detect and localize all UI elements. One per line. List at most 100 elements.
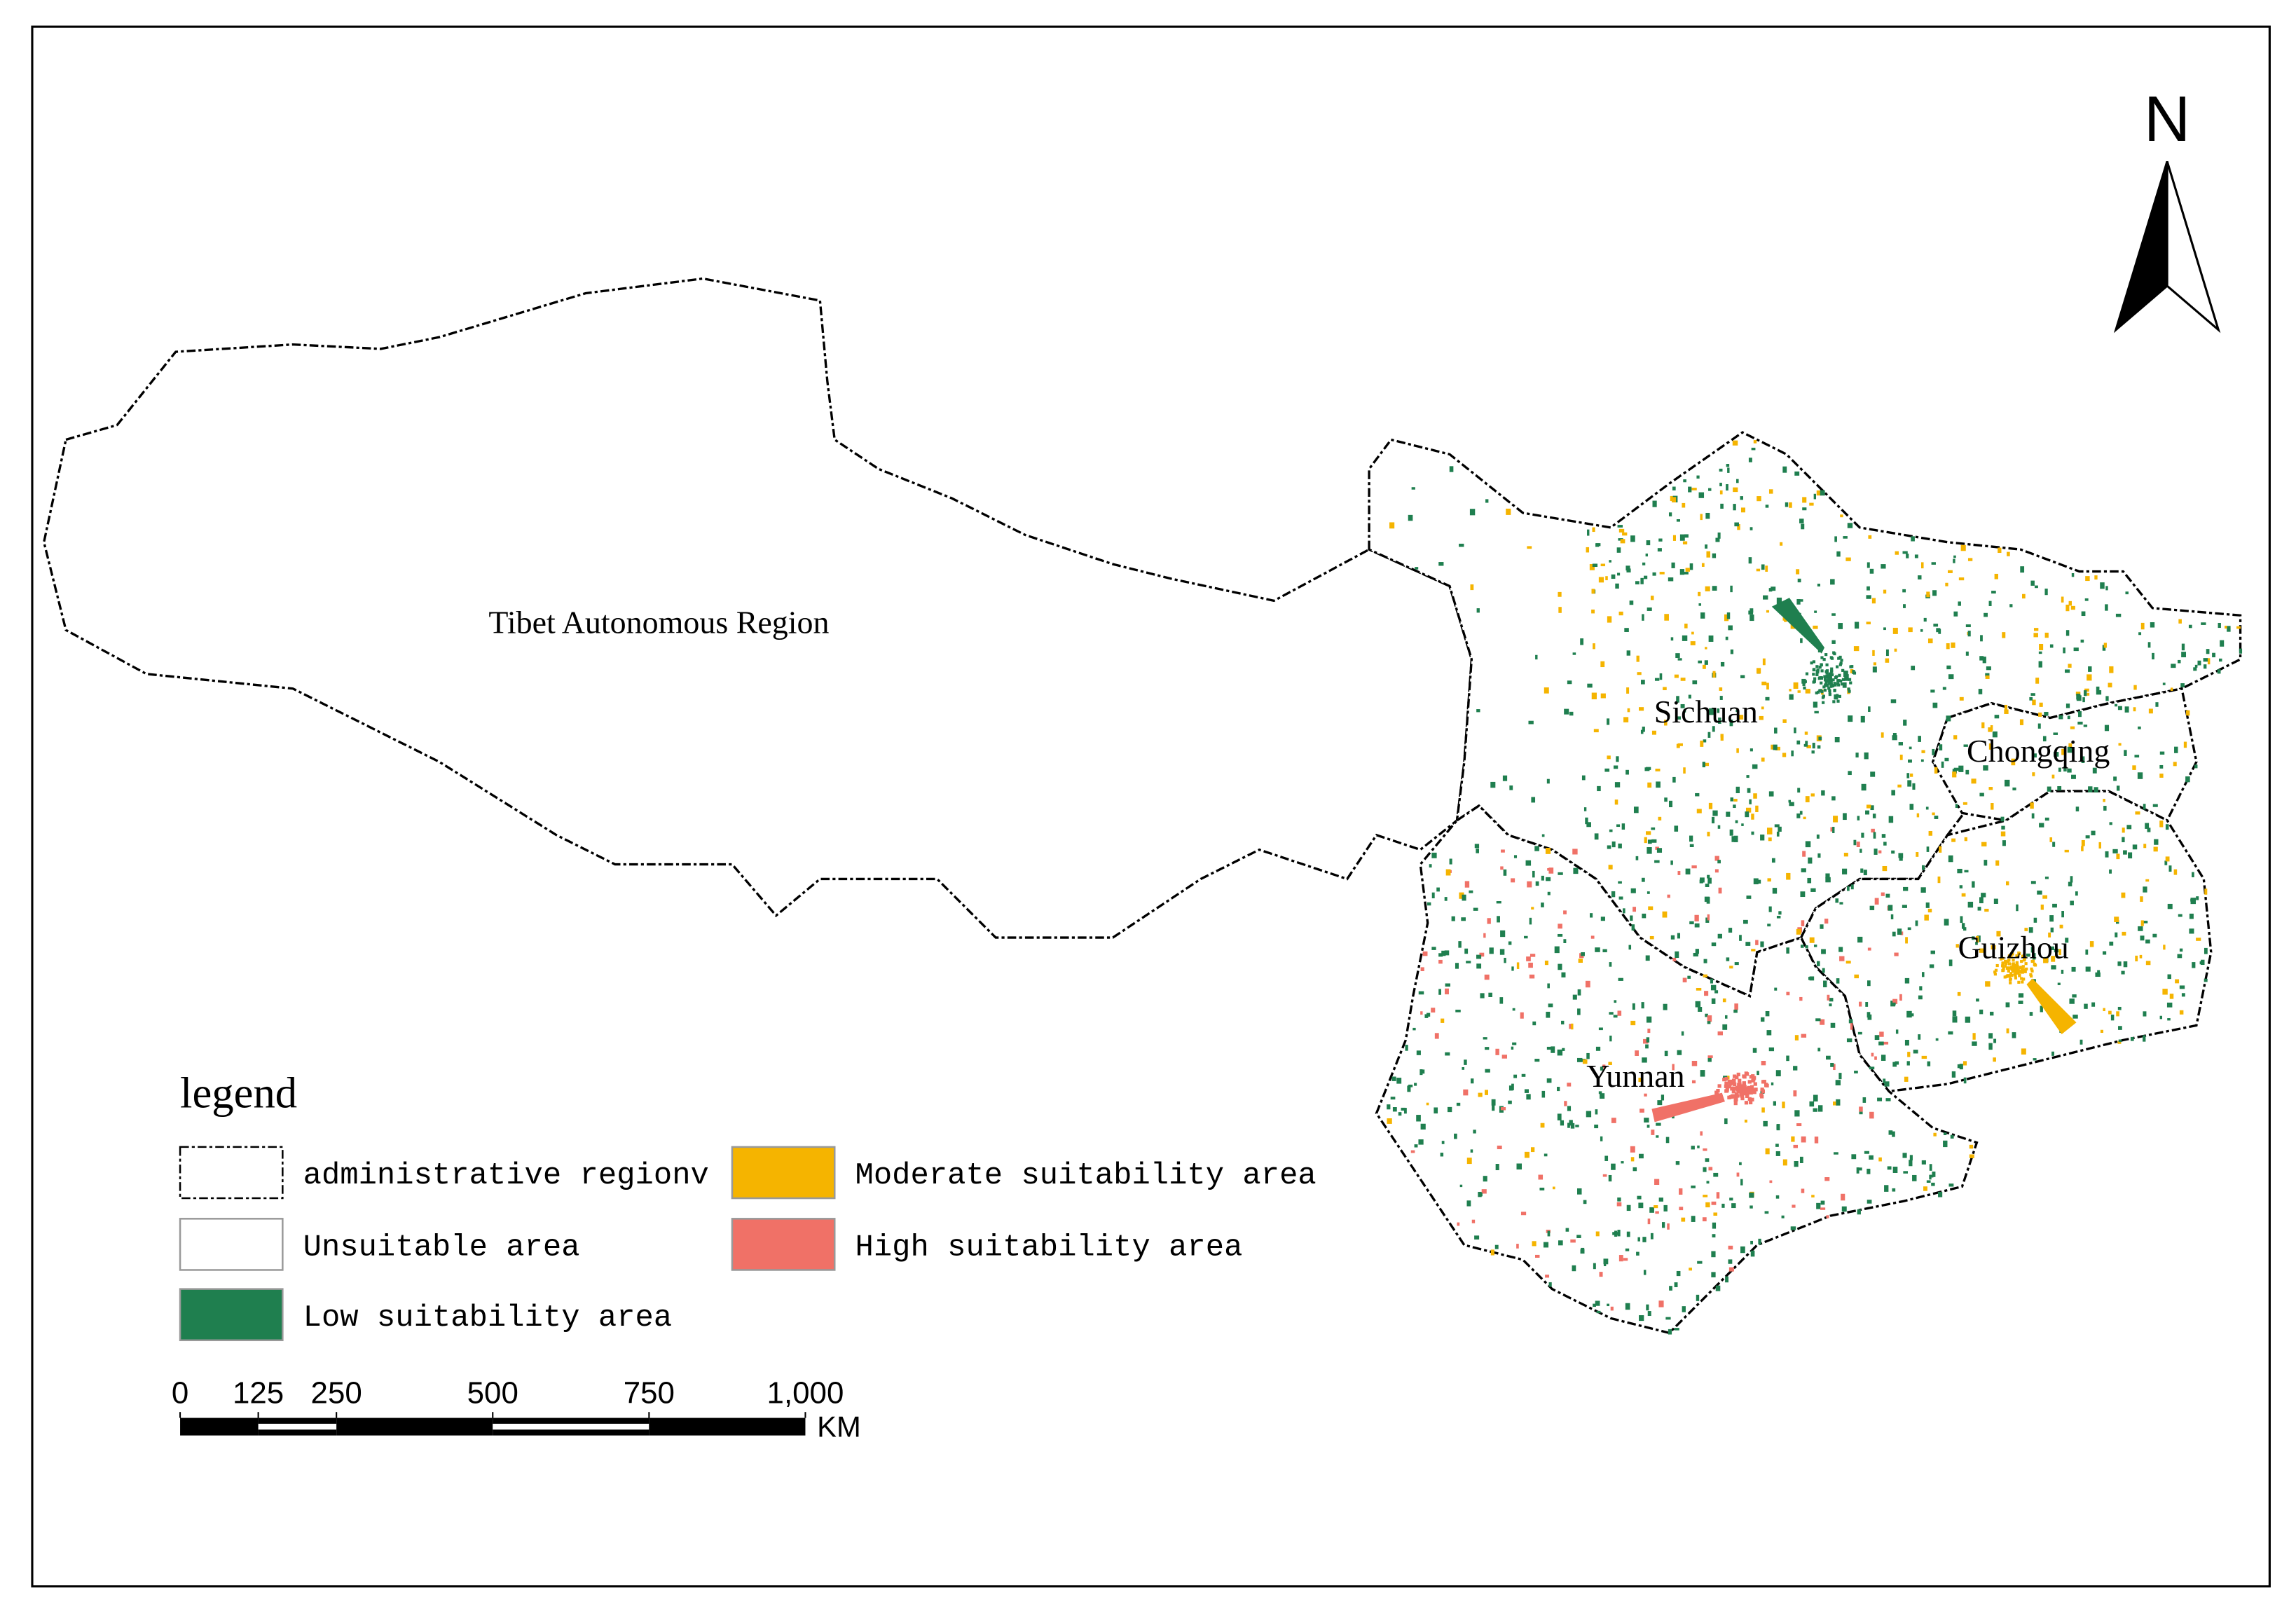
- suitability-pixel: [2032, 699, 2036, 706]
- legend-swatch: [179, 1218, 284, 1271]
- suitability-pixel: [1590, 935, 1595, 939]
- suitability-pixel: [1700, 1070, 1705, 1077]
- suitability-pixel: [1833, 682, 1836, 685]
- suitability-pixel: [1596, 1310, 1601, 1314]
- suitability-pixel: [1543, 1242, 1549, 1248]
- suitability-pixel: [1396, 1078, 1402, 1084]
- suitability-pixel: [2177, 954, 2182, 959]
- suitability-pixel: [1805, 945, 1808, 949]
- suitability-pixel: [2016, 964, 2019, 968]
- suitability-pixel: [1734, 1092, 1739, 1096]
- suitability-pixel: [1492, 1104, 1495, 1111]
- suitability-pixel: [1740, 1179, 1743, 1186]
- suitability-pixel: [1464, 948, 1469, 954]
- suitability-pixel: [1684, 624, 1688, 629]
- suitability-pixel: [2103, 643, 2107, 648]
- suitability-pixel: [1976, 935, 1979, 943]
- suitability-pixel: [1984, 908, 1989, 912]
- suitability-pixel: [1438, 959, 1443, 964]
- suitability-pixel: [1752, 1076, 1757, 1080]
- suitability-pixel: [2033, 1058, 2037, 1061]
- suitability-pixel: [2143, 1035, 2146, 1042]
- suitability-pixel: [1570, 1123, 1575, 1129]
- suitability-pixel: [2004, 709, 2009, 714]
- suitability-pixel: [2051, 965, 2056, 970]
- suitability-pixel: [1586, 1052, 1590, 1059]
- suitability-pixel: [1836, 682, 1840, 685]
- suitability-pixel: [1936, 628, 1941, 633]
- suitability-pixel: [1953, 735, 1958, 740]
- suitability-pixel: [1415, 567, 1419, 570]
- suitability-pixel: [1813, 945, 1817, 947]
- suitability-pixel: [1947, 570, 1953, 573]
- suitability-pixel: [1658, 1197, 1663, 1202]
- suitability-pixel: [2199, 961, 2204, 965]
- suitability-pixel: [1791, 750, 1794, 757]
- suitability-pixel: [1848, 689, 1851, 693]
- suitability-pixel: [1626, 1231, 1630, 1237]
- suitability-pixel: [2033, 917, 2037, 923]
- suitability-pixel: [2188, 624, 2192, 629]
- suitability-pixel: [2109, 941, 2114, 946]
- suitability-pixel: [2133, 707, 2136, 712]
- suitability-pixel: [2105, 851, 2109, 858]
- suitability-pixel: [2012, 962, 2015, 966]
- suitability-pixel: [1753, 878, 1759, 885]
- suitability-pixel: [2152, 933, 2157, 938]
- suitability-pixel: [1479, 952, 1485, 957]
- suitability-pixel: [1592, 563, 1598, 568]
- suitability-pixel: [1682, 1306, 1686, 1312]
- suitability-pixel: [1939, 744, 1943, 750]
- suitability-pixel: [1546, 1046, 1551, 1050]
- suitability-pixel: [2009, 981, 2012, 984]
- suitability-pixel: [1658, 816, 1662, 821]
- suitability-pixel: [1410, 1150, 1415, 1153]
- suitability-pixel: [1731, 836, 1735, 842]
- suitability-pixel: [1800, 945, 1804, 948]
- tibet-outline: [42, 277, 1473, 939]
- suitability-pixel: [1812, 660, 1816, 664]
- suitability-pixel: [2143, 886, 2147, 893]
- suitability-pixel: [1641, 680, 1645, 685]
- suitability-pixel: [1593, 643, 1595, 650]
- suitability-pixel: [2109, 822, 2112, 825]
- suitability-pixel: [2105, 586, 2108, 591]
- suitability-pixel: [1977, 935, 1981, 942]
- suitability-pixel: [1826, 1215, 1829, 1219]
- suitability-pixel: [2081, 846, 2084, 851]
- suitability-pixel: [1548, 867, 1554, 874]
- suitability-pixel: [1526, 956, 1531, 961]
- suitability-pixel: [2118, 743, 2122, 746]
- suitability-pixel: [1801, 1188, 1805, 1193]
- suitability-pixel: [1948, 959, 1953, 966]
- suitability-pixel: [1909, 804, 1914, 810]
- suitability-pixel: [1431, 947, 1436, 950]
- suitability-pixel: [1703, 739, 1707, 743]
- suitability-pixel: [1853, 839, 1857, 846]
- suitability-pixel: [1620, 539, 1625, 544]
- suitability-pixel: [1899, 994, 1902, 1001]
- suitability-pixel: [1883, 589, 1887, 594]
- suitability-pixel: [2009, 966, 2014, 969]
- suitability-pixel: [1838, 673, 1841, 677]
- suitability-pixel: [1867, 586, 1870, 591]
- suitability-pixel: [2021, 965, 2025, 968]
- suitability-pixel: [2069, 998, 2075, 1004]
- suitability-pixel: [1868, 706, 1871, 712]
- suitability-pixel: [1759, 715, 1764, 720]
- suitability-pixel: [1794, 471, 1800, 476]
- suitability-pixel: [2058, 949, 2061, 956]
- suitability-pixel: [1871, 828, 1875, 833]
- suitability-pixel: [1670, 637, 1674, 641]
- suitability-pixel: [1909, 1160, 1913, 1167]
- suitability-pixel: [1711, 998, 1716, 1004]
- suitability-pixel: [1657, 548, 1662, 552]
- suitability-pixel: [2147, 642, 2151, 648]
- suitability-pixel: [1513, 1074, 1518, 1078]
- suitability-pixel: [1890, 699, 1897, 703]
- suitability-pixel: [1577, 1008, 1581, 1015]
- suitability-pixel: [1750, 608, 1754, 613]
- suitability-pixel: [1527, 546, 1532, 549]
- suitability-pixel: [1727, 467, 1730, 473]
- suitability-pixel: [2143, 921, 2148, 924]
